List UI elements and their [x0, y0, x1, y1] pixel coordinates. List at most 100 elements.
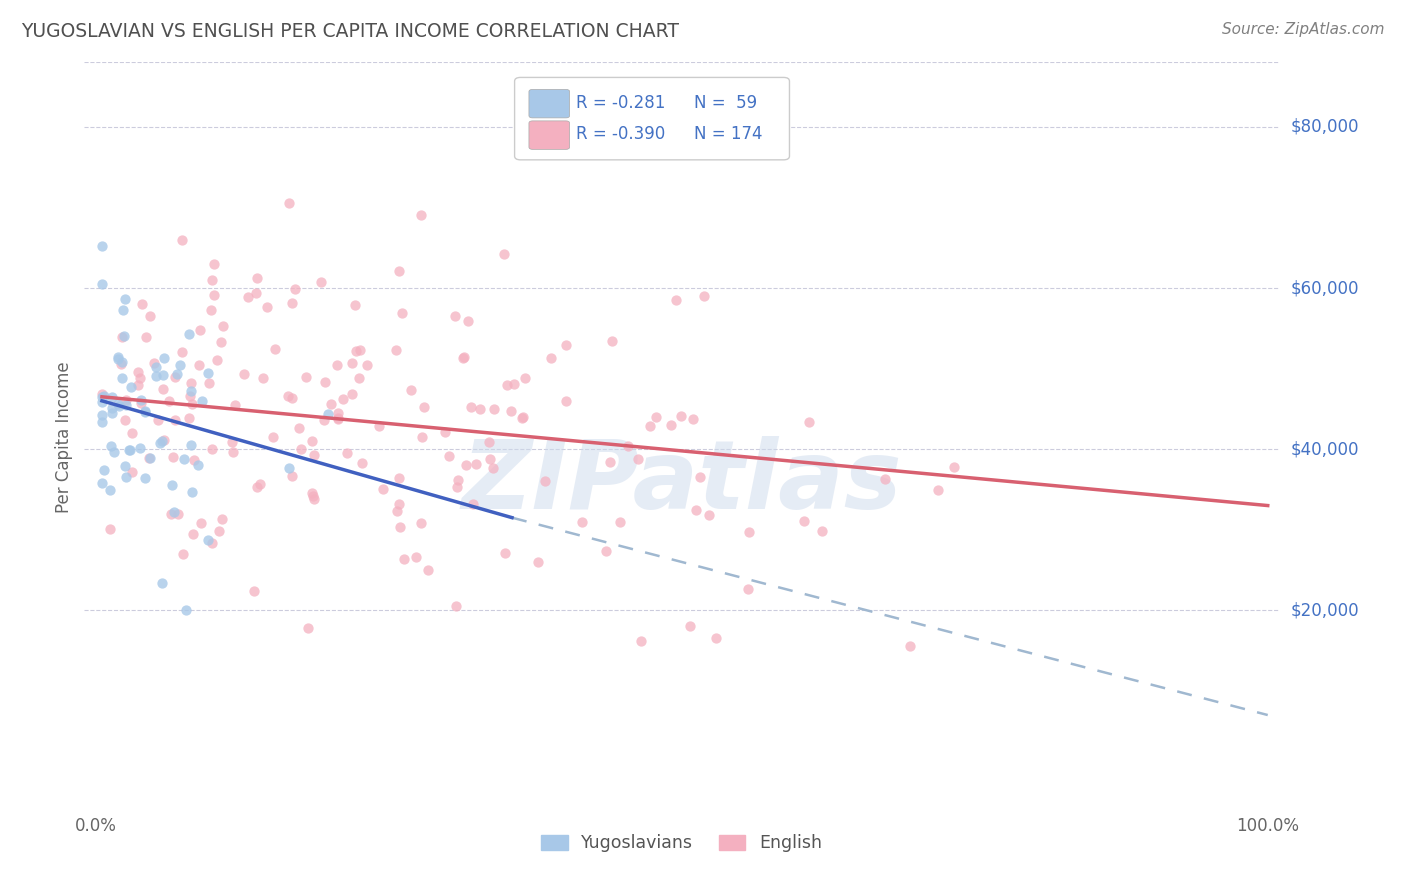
Point [527, 555, 550, 569]
Point [162, 450, 184, 464]
Point [201, 273, 224, 287]
Point [93, 388, 115, 402]
Point [301, 485, 323, 500]
Point [595, 544, 617, 558]
Point [302, 448, 325, 462]
Point [188, 358, 211, 372]
Point [405, 549, 427, 564]
Point [332, 392, 354, 406]
Point [150, 434, 173, 448]
Point [180, 384, 202, 398]
Point [512, 410, 534, 425]
Point [180, 438, 202, 452]
Y-axis label: Per Capita Income: Per Capita Income [55, 361, 73, 513]
Text: R = -0.390: R = -0.390 [575, 126, 665, 144]
Point [392, 552, 415, 566]
Point [138, 451, 160, 466]
Point [434, 425, 457, 439]
Point [811, 524, 834, 538]
Point [630, 634, 652, 648]
Text: YUGOSLAVIAN VS ENGLISH PER CAPITA INCOME CORRELATION CHART: YUGOSLAVIAN VS ENGLISH PER CAPITA INCOME… [21, 22, 679, 41]
Point [479, 451, 502, 466]
Point [150, 575, 173, 590]
Point [290, 442, 312, 457]
Point [533, 474, 555, 488]
Point [682, 411, 704, 425]
Point [555, 338, 578, 352]
Point [281, 469, 304, 483]
Point [118, 443, 141, 458]
Point [256, 300, 278, 314]
Point [115, 392, 138, 407]
Point [115, 470, 138, 484]
Point [384, 343, 406, 358]
Text: $40,000: $40,000 [1291, 440, 1360, 458]
Point [456, 458, 478, 472]
Point [190, 322, 212, 336]
Point [134, 404, 156, 418]
Point [352, 456, 374, 470]
Point [163, 413, 186, 427]
Point [411, 430, 433, 444]
Point [134, 471, 156, 485]
Point [343, 298, 366, 312]
Point [120, 442, 142, 457]
Point [302, 489, 325, 503]
Point [200, 303, 222, 318]
Point [301, 434, 323, 449]
Point [111, 330, 134, 344]
Point [297, 622, 319, 636]
Point [111, 371, 134, 385]
Point [453, 350, 475, 364]
Point [319, 397, 342, 411]
Point [249, 476, 271, 491]
Point [166, 507, 188, 521]
Point [312, 413, 335, 427]
Point [177, 410, 200, 425]
Text: ZIPatlas: ZIPatlas [461, 435, 903, 529]
Point [599, 455, 621, 469]
Point [416, 563, 439, 577]
Point [90, 394, 114, 409]
Point [127, 377, 149, 392]
Point [181, 484, 204, 499]
Point [157, 394, 180, 409]
Point [112, 329, 135, 343]
Point [201, 536, 224, 550]
Point [211, 512, 233, 526]
Point [314, 376, 336, 390]
Point [501, 404, 523, 418]
FancyBboxPatch shape [515, 78, 790, 160]
Point [738, 524, 761, 539]
Point [174, 603, 197, 617]
Point [555, 394, 578, 409]
Point [236, 290, 259, 304]
Point [90, 476, 114, 491]
Point [444, 309, 467, 323]
Point [245, 286, 267, 301]
Text: Source: ZipAtlas.com: Source: ZipAtlas.com [1222, 22, 1385, 37]
Point [482, 401, 505, 416]
Point [205, 353, 228, 368]
Point [609, 515, 631, 529]
Point [447, 474, 470, 488]
Point [495, 546, 517, 560]
Point [173, 452, 195, 467]
Point [943, 460, 966, 475]
Point [284, 282, 307, 296]
Point [399, 383, 422, 397]
Point [148, 412, 170, 426]
Point [412, 401, 434, 415]
Point [209, 334, 232, 349]
Point [107, 397, 129, 411]
Text: R = -0.281: R = -0.281 [575, 94, 665, 112]
Point [246, 271, 269, 285]
Point [187, 458, 209, 472]
Point [898, 640, 921, 654]
Point [391, 306, 413, 320]
Point [212, 319, 235, 334]
Point [103, 445, 125, 459]
Point [685, 502, 707, 516]
Point [385, 504, 408, 518]
Point [110, 357, 132, 371]
